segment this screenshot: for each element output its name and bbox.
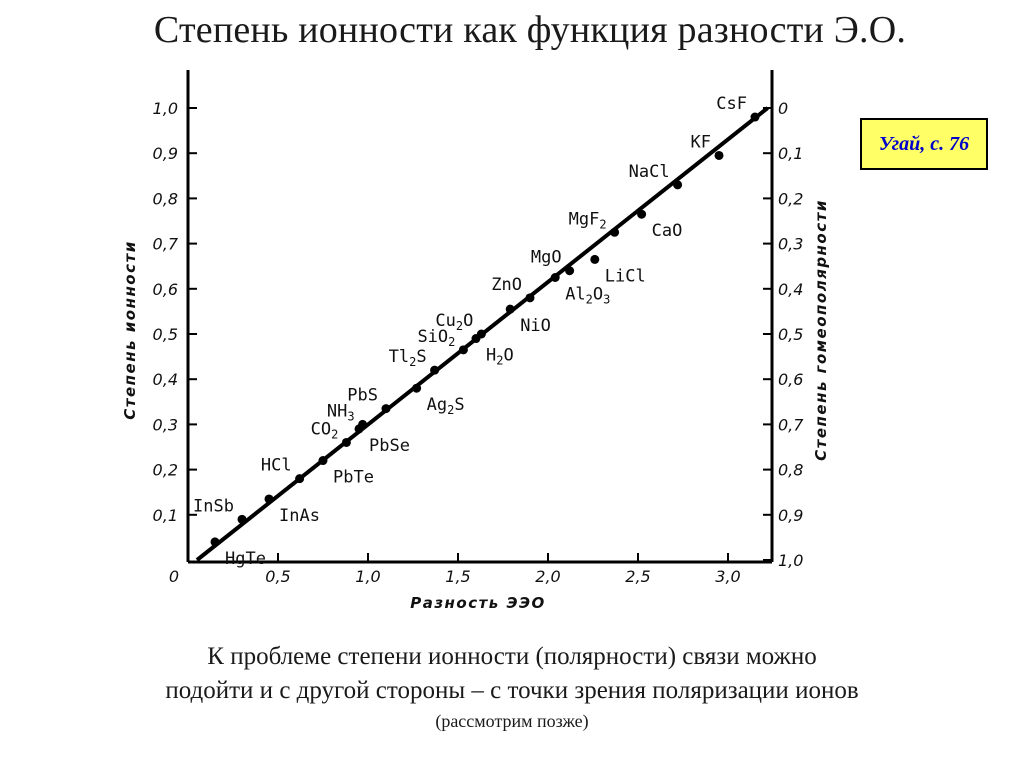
data-point — [354, 424, 364, 434]
data-point — [210, 537, 220, 547]
data-point — [341, 437, 351, 447]
point-label: PbTe — [333, 468, 374, 488]
data-point — [637, 209, 647, 219]
data-point — [610, 227, 620, 237]
x-tick-label: 2,0 — [535, 567, 560, 586]
x-tick-label: 2,5 — [625, 567, 650, 586]
point-label: CsF — [716, 94, 747, 114]
point-label: InSb — [193, 496, 234, 516]
y-tick-label: 0,6 — [153, 280, 178, 299]
x-tick-label: 1,5 — [445, 567, 470, 586]
slide-title: Степень ионности как функция разности Э.… — [153, 9, 907, 51]
y2-tick-label: 0,9 — [778, 506, 803, 525]
y2-axis-title: Степень гомеополярности — [812, 199, 830, 461]
data-point — [412, 383, 422, 393]
caption: К проблеме степени ионности (полярности)… — [20, 640, 1004, 734]
data-point — [264, 494, 274, 504]
data-point — [714, 150, 724, 160]
data-point — [430, 365, 440, 375]
y-tick-label: 0,8 — [153, 189, 178, 208]
point-label: SiO2 — [417, 327, 455, 349]
data-point — [590, 254, 600, 264]
y-tick-label: 0,3 — [153, 415, 178, 434]
point-label: LiCl — [605, 266, 646, 286]
point-label: InAs — [279, 506, 320, 526]
point-label: PbS — [347, 386, 378, 406]
data-point — [295, 474, 305, 484]
x-tick-label: 0 — [169, 567, 179, 586]
point-label: HgTe — [225, 549, 266, 569]
data-point — [750, 112, 760, 122]
y-tick-label: 0,2 — [153, 461, 178, 480]
x-tick-label: 3,0 — [715, 567, 740, 586]
data-point — [381, 404, 391, 414]
y2-tick-label: 0,7 — [778, 415, 804, 434]
reference-badge: Угай, с. 76 — [860, 118, 988, 170]
point-label: H2O — [486, 346, 514, 368]
point-label: CO2 — [311, 419, 339, 441]
y2-tick-label: 0 — [778, 99, 788, 118]
point-label: NaCl — [629, 162, 670, 182]
y2-tick-label: 0,2 — [778, 189, 803, 208]
y-tick-label: 0,1 — [153, 506, 178, 525]
y2-tick-label: 0,5 — [778, 325, 803, 344]
y2-tick-label: 0,8 — [778, 461, 803, 480]
y2-tick-label: 0,3 — [778, 235, 803, 254]
point-label: CaO — [652, 221, 683, 241]
point-label: Tl2S — [389, 347, 427, 369]
data-point — [565, 266, 575, 276]
y-tick-label: 0,5 — [153, 325, 178, 344]
point-label: MgF2 — [569, 209, 607, 231]
data-point — [673, 180, 683, 190]
point-label: KF — [691, 132, 711, 152]
point-label: MgO — [531, 248, 562, 268]
x-tick-label: 1,0 — [355, 567, 380, 586]
caption-line-3: (рассмотрим позже) — [435, 711, 589, 731]
data-point — [525, 293, 535, 303]
y-tick-label: 0,9 — [153, 144, 178, 163]
data-point — [505, 304, 515, 314]
point-label: NiO — [520, 316, 551, 336]
y2-tick-label: 0,1 — [778, 144, 803, 163]
point-label: Ag2S — [427, 395, 465, 417]
point-label: ZnO — [491, 275, 522, 295]
ionicity-chart: 0 0,5 1,0 1,5 2,0 2,5 3,0 0,1 0,2 0,3 0,4 0,5 0,6 0,7… — [121, 70, 830, 612]
x-tick-label: 0,5 — [265, 567, 290, 586]
x-axis-title: Разность ЭЭО — [410, 594, 546, 612]
y-tick-label: 0,7 — [153, 235, 179, 254]
point-label: Cu2O — [435, 311, 473, 333]
data-point — [458, 345, 468, 355]
point-label: PbSe — [369, 436, 410, 456]
data-point — [471, 334, 481, 344]
point-label: Al2O3 — [565, 285, 610, 307]
data-point — [550, 273, 560, 282]
caption-line-1: К проблеме степени ионности (полярности)… — [207, 643, 817, 670]
y2-tick-label: 1,0 — [778, 551, 803, 570]
y-axis-title: Степень ионности — [121, 240, 139, 419]
point-label: HCl — [261, 456, 292, 476]
caption-line-2: подойти и с другой стороны – с точки зре… — [165, 677, 859, 704]
data-point — [318, 456, 328, 466]
data-point — [237, 514, 247, 524]
y-tick-label: 1,0 — [153, 99, 178, 118]
point-label: NH3 — [327, 401, 355, 423]
y-tick-label: 0,4 — [153, 370, 178, 389]
chart-axes: 0 0,5 1,0 1,5 2,0 2,5 3,0 0,1 0,2 0,3 0,4 0,5 0,6 0,7… — [121, 70, 830, 612]
y2-tick-label: 0,6 — [778, 370, 803, 389]
y2-tick-label: 0,4 — [778, 280, 803, 299]
